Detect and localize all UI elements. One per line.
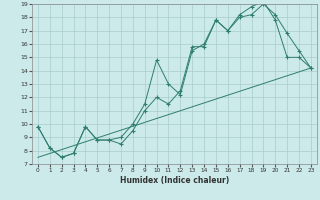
X-axis label: Humidex (Indice chaleur): Humidex (Indice chaleur) — [120, 176, 229, 185]
